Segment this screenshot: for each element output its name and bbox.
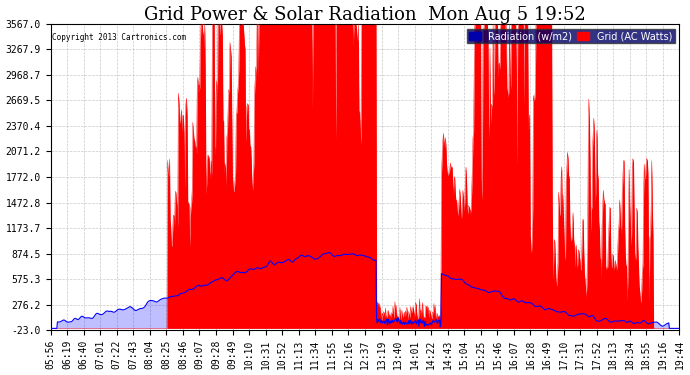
Legend: Radiation (w/m2), Grid (AC Watts): Radiation (w/m2), Grid (AC Watts)	[466, 28, 675, 44]
Title: Grid Power & Solar Radiation  Mon Aug 5 19:52: Grid Power & Solar Radiation Mon Aug 5 1…	[144, 6, 586, 24]
Text: Copyright 2013 Cartronics.com: Copyright 2013 Cartronics.com	[52, 33, 186, 42]
